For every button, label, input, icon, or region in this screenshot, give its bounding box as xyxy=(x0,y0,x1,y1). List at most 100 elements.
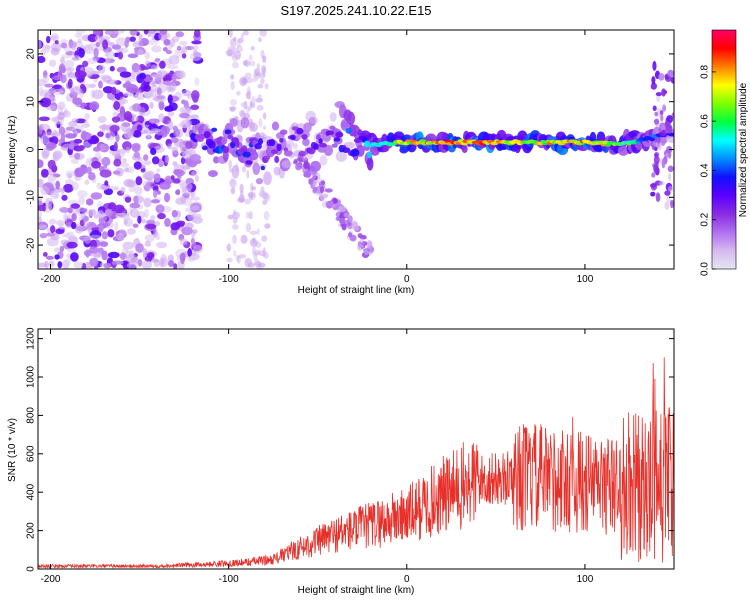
spectrogram-blob xyxy=(153,173,161,183)
spectrogram-blob xyxy=(156,168,161,173)
spectrogram-blob xyxy=(659,110,664,116)
spectrogram-blob xyxy=(46,142,57,150)
spectrogram-blob xyxy=(257,83,264,89)
spectrogram-blob xyxy=(159,257,164,268)
spectrogram-blob xyxy=(70,203,81,209)
spectrogram-blob xyxy=(159,181,171,190)
spectrogram-blob xyxy=(84,119,89,128)
spectrogram-blob xyxy=(664,190,671,196)
spectrogram-blob xyxy=(70,252,79,262)
spectrogram-blob xyxy=(172,178,181,184)
spectrogram-blob xyxy=(342,147,351,154)
spectrogram-blob xyxy=(239,76,247,87)
colorbar-frame xyxy=(711,29,737,270)
spectrogram-blob xyxy=(129,250,135,259)
spectrogram-blob xyxy=(38,116,50,122)
spectrogram-blob xyxy=(259,192,265,197)
spectrogram-blob xyxy=(182,164,190,170)
spectrogram-blob xyxy=(71,56,80,61)
spectrogram-blob xyxy=(151,156,160,165)
spectrogram-blob xyxy=(237,197,245,203)
spectrogram-blob xyxy=(167,64,179,70)
spectrogram-blob xyxy=(251,96,256,105)
spectrogram-blob xyxy=(105,132,111,139)
spectrogram-blob xyxy=(98,217,105,224)
spectrogram-blob xyxy=(122,82,133,88)
spectrogram-blob xyxy=(323,144,334,157)
spectrogram-blob xyxy=(40,168,49,178)
spectrogram-blob xyxy=(162,47,168,52)
spectrogram-blob xyxy=(125,76,137,83)
spectrogram-blob xyxy=(48,59,57,67)
spectrogram-blob xyxy=(655,92,662,97)
spectrogram-blob xyxy=(85,249,90,258)
spectrogram-blob xyxy=(46,237,59,247)
spectrogram-blob xyxy=(107,251,120,259)
spectrogram-blob xyxy=(143,154,149,161)
spectrogram-blob xyxy=(176,129,183,138)
spectrogram-blob xyxy=(54,40,59,45)
spectrogram-blob xyxy=(150,215,156,221)
spectrogram-blob xyxy=(662,104,667,112)
spectrogram-blob xyxy=(47,159,56,170)
spectrogram-blob xyxy=(104,58,110,65)
snr-xtick-label: 0 xyxy=(404,574,410,585)
spectrogram-blob xyxy=(60,239,69,246)
spectrogram-blob xyxy=(357,243,363,251)
spectrogram-blob xyxy=(143,208,150,219)
spectrogram-blob xyxy=(90,252,102,258)
spectrogram-blob xyxy=(40,186,50,196)
spectrogram-blob xyxy=(332,198,338,204)
spectrogram-blob xyxy=(172,73,177,84)
snr-xtick-label: -100 xyxy=(219,574,239,585)
spectrogram-blob xyxy=(52,155,58,162)
spectrogram-xtick-label: 100 xyxy=(577,274,594,285)
spectrogram-blob xyxy=(261,235,268,242)
spectrogram-blob xyxy=(145,182,152,190)
colorbar-tick-label: 0.6 xyxy=(700,114,711,128)
spectrogram-blob xyxy=(94,35,101,42)
spectrogram-blob xyxy=(179,41,188,46)
spectrogram-blob xyxy=(319,186,324,194)
spectrogram-blob xyxy=(366,157,374,171)
spectrogram-blob xyxy=(123,167,130,173)
spectrogram-blob xyxy=(230,80,235,91)
spectrogram-blob xyxy=(132,41,144,48)
spectrogram-blob xyxy=(226,257,233,263)
spectrogram-blob xyxy=(311,181,317,187)
spectrogram-blob xyxy=(670,76,674,84)
spectrogram-blob xyxy=(42,151,49,160)
spectrogram-blob xyxy=(124,196,132,203)
spectrogram-blob xyxy=(104,50,110,57)
spectrogram-blob xyxy=(240,32,244,40)
spectrogram-blob xyxy=(366,151,372,159)
spectrogram-blob xyxy=(274,155,280,164)
spectrogram-blob xyxy=(184,207,192,213)
spectrogram-blob xyxy=(179,238,188,246)
spectrogram-blob xyxy=(230,74,235,80)
spectrogram-blob xyxy=(187,248,192,257)
spectrogram-blob xyxy=(91,160,101,169)
spectrogram-blob xyxy=(239,109,246,118)
spectrogram-blob xyxy=(97,115,107,123)
spectrogram-blob xyxy=(135,65,142,76)
spectrogram-blob xyxy=(120,148,126,158)
snr-ylabel: SNR (10 * v/v) xyxy=(7,418,18,482)
spectrogram-blob xyxy=(102,86,114,94)
spectrogram-blob xyxy=(92,146,101,152)
spectrogram-blob xyxy=(47,183,54,189)
spectrogram-blob xyxy=(251,186,257,191)
spectrogram-blob xyxy=(88,246,100,254)
spectrogram-blob xyxy=(185,141,193,149)
spectrogram-blob xyxy=(230,99,237,106)
spectrogram-blob xyxy=(114,204,125,214)
spectrogram-blob xyxy=(64,59,75,68)
spectrogram-blob xyxy=(263,171,272,186)
spectrogram-blob xyxy=(105,208,113,217)
spectrogram-blob xyxy=(129,30,138,36)
spectrogram-blob xyxy=(461,145,468,153)
spectrogram-blob xyxy=(338,205,347,213)
spectrogram-blob xyxy=(142,84,151,92)
spectrogram-blob xyxy=(159,30,168,35)
